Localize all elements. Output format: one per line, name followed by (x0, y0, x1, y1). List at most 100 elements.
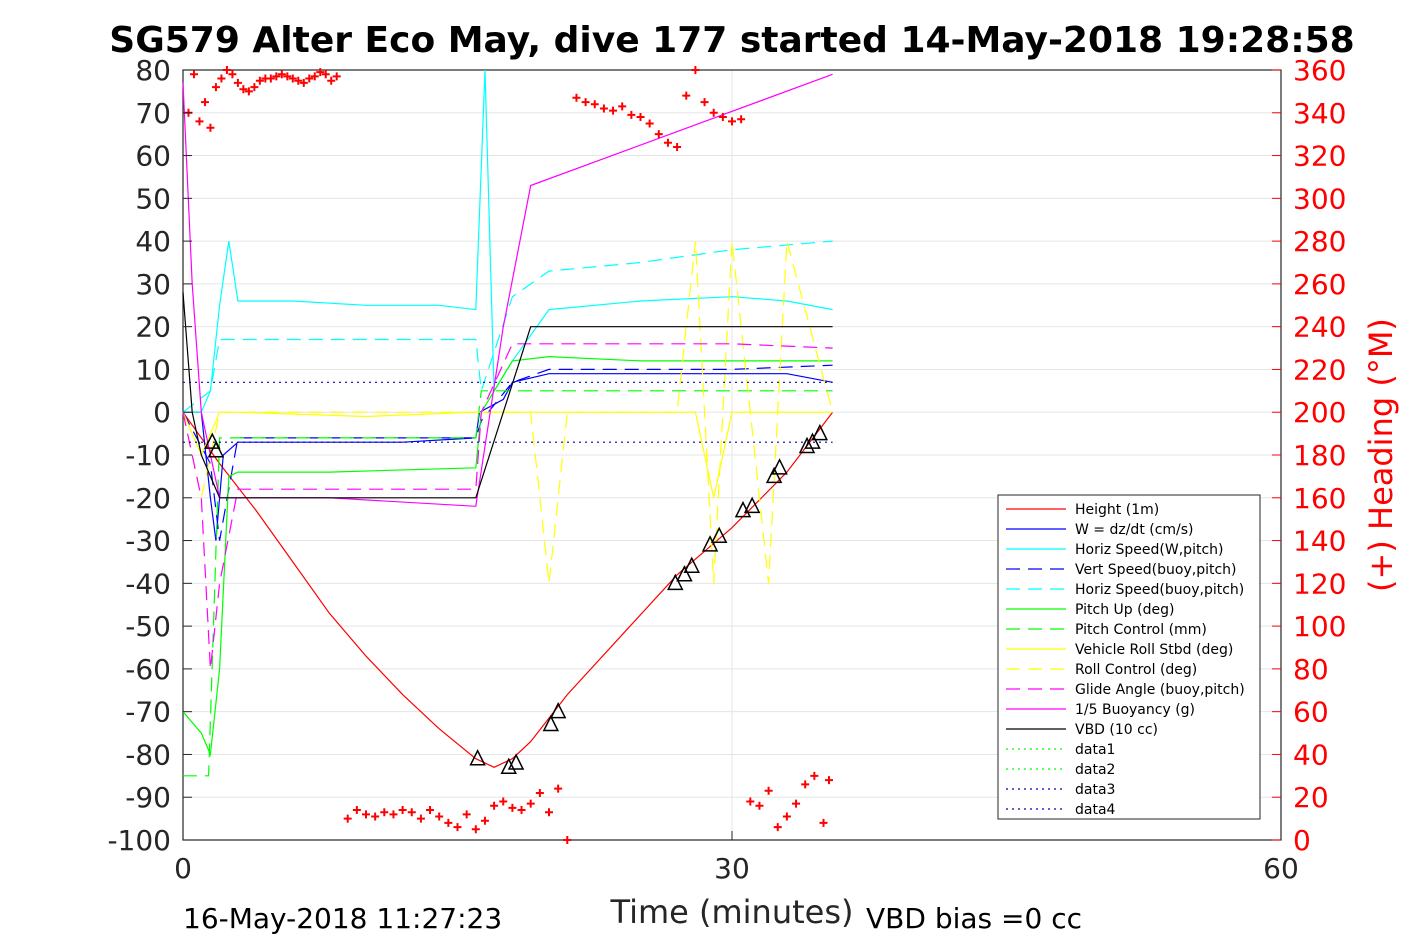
heading-point (222, 66, 231, 74)
left-tick-label: 80 (135, 54, 171, 87)
heading-point (499, 797, 508, 806)
heading-point (792, 799, 801, 808)
left-tick-label: -70 (125, 696, 171, 729)
left-tick-label: -20 (125, 482, 171, 515)
heading-point (362, 810, 370, 819)
legend-label: Height (1m) (1075, 502, 1159, 518)
heading-point (272, 72, 281, 81)
left-tick-label: 70 (135, 97, 171, 130)
left-tick-label: 40 (135, 225, 171, 258)
heading-point (327, 76, 336, 85)
left-y-axis-ticks: 80 70 60 50 40 30 20 10 0 -10 -20 -30 -40 -50 -60 -70 -8… (107, 54, 192, 857)
legend-label: W = dz/dt (cm/s) (1075, 522, 1194, 538)
series-lines (182, 69, 834, 777)
right-tick-label: 340 (1293, 97, 1346, 130)
right-tick-label: 240 (1293, 311, 1346, 344)
heading-point (398, 806, 407, 815)
heading-point (618, 102, 627, 111)
heading-point (535, 788, 544, 797)
legend-label: data1 (1075, 742, 1115, 758)
heading-point (189, 70, 198, 79)
x-tick-label: 60 (1263, 852, 1299, 885)
heading-point (682, 91, 691, 100)
triangle-marker (667, 573, 684, 591)
heading-point (819, 818, 828, 827)
right-tick-label: 280 (1293, 225, 1346, 258)
heading-point (737, 115, 746, 124)
triangle-marker (798, 436, 816, 454)
right-tick-label: 180 (1293, 439, 1346, 472)
legend-label: Pitch Control (mm) (1075, 622, 1207, 638)
heading-point (316, 68, 325, 77)
heading-point (700, 98, 709, 107)
heading-point (709, 108, 718, 117)
triangle-marker (676, 565, 693, 582)
heading-point (563, 836, 572, 844)
triangle-marker (743, 496, 761, 514)
heading-point (444, 818, 453, 827)
right-tick-label: 140 (1293, 525, 1346, 558)
legend-label: Vehicle Roll Stbd (deg) (1075, 642, 1233, 658)
heading-point (310, 72, 319, 81)
legend-label: data2 (1075, 762, 1115, 778)
heading-point (663, 138, 672, 147)
series-line-8 (182, 240, 834, 584)
legend: Height (1m) W = dz/dt (cm/s) Horiz Speed(W… (997, 494, 1261, 820)
heading-point (755, 801, 764, 810)
right-y-axis-ticks: 3603403203002802602402202001801601401201… (1272, 54, 1346, 857)
heading-point (426, 806, 435, 815)
left-tick-label: -10 (125, 439, 171, 472)
left-tick-label: 50 (135, 182, 171, 215)
left-tick-label: -60 (125, 653, 171, 686)
right-tick-label: 80 (1293, 653, 1329, 686)
triangle-markers (204, 423, 829, 775)
triangle-marker (204, 432, 221, 449)
right-tick-label: 60 (1293, 696, 1329, 729)
series-line-11 (182, 292, 833, 499)
left-tick-label: 60 (135, 140, 171, 173)
heading-point (480, 816, 489, 825)
heading-point (299, 78, 308, 87)
heading-point (645, 119, 654, 128)
triangle-marker (701, 535, 719, 552)
legend-label: data3 (1075, 782, 1115, 798)
x-tick-label: 0 (174, 852, 192, 885)
heading-point (288, 74, 297, 83)
legend-label: 1/5 Buoyancy (g) (1075, 702, 1195, 718)
x-axis-ticks: 0 30 60 (174, 831, 1299, 885)
heading-point (266, 74, 275, 83)
heading-point (200, 98, 209, 107)
heading-point (673, 143, 682, 151)
heading-point (435, 812, 444, 821)
heading-point (228, 70, 237, 79)
triangle-marker (683, 556, 700, 573)
heading-point (801, 780, 810, 789)
heading-point (217, 74, 226, 83)
right-tick-label: 120 (1293, 567, 1346, 600)
right-tick-label: 100 (1293, 610, 1346, 643)
left-tick-label: 0 (153, 396, 171, 429)
right-tick-label: 20 (1293, 781, 1329, 814)
heading-point (627, 110, 636, 119)
left-tick-label: -90 (125, 781, 171, 814)
heading-point (782, 812, 791, 821)
x-tick-label: 30 (714, 852, 750, 885)
heading-point (255, 76, 264, 85)
left-tick-label: 10 (135, 353, 171, 386)
right-tick-label: 40 (1293, 738, 1329, 771)
triangle-marker (771, 458, 788, 475)
heading-point (764, 786, 773, 795)
legend-label: Vert Speed(buoy,pitch) (1075, 562, 1237, 578)
triangle-marker (804, 432, 821, 449)
right-tick-label: 160 (1293, 482, 1346, 515)
heading-point (389, 810, 398, 819)
heading-point (239, 85, 248, 94)
heading-point (581, 98, 590, 107)
heading-point (332, 72, 341, 81)
right-tick-label: 200 (1293, 396, 1346, 429)
heading-point (453, 823, 462, 832)
heading-point (416, 814, 425, 823)
heading-point (718, 113, 727, 122)
heading-point (824, 776, 833, 785)
